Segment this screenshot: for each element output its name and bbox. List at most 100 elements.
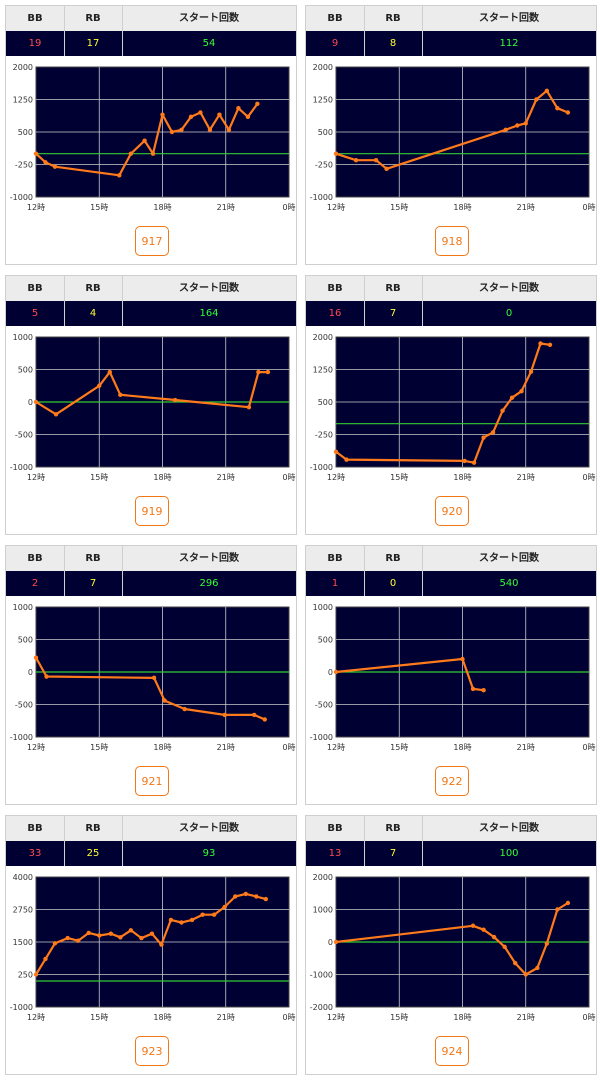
y-tick-label: 2000 <box>313 873 333 882</box>
machine-number-button[interactable]: 921 <box>135 766 169 796</box>
data-point <box>117 173 122 178</box>
bb-value: 19 <box>28 38 42 49</box>
y-tick-label: -1000 <box>310 733 333 742</box>
x-tick-label: 12時 <box>27 473 45 482</box>
data-point <box>462 458 467 464</box>
machine-number-button[interactable]: 923 <box>135 1036 169 1066</box>
x-tick-label: 15時 <box>90 743 108 752</box>
x-tick-label: 21時 <box>217 203 235 212</box>
bb-header: BB <box>327 283 343 294</box>
data-point <box>509 395 515 400</box>
machine-number-button[interactable]: 924 <box>435 1036 469 1066</box>
x-tick-label: 21時 <box>217 1013 235 1022</box>
x-tick-label: 12時 <box>327 743 345 752</box>
rb-value: 4 <box>89 308 97 319</box>
x-tick-label: 21時 <box>517 473 535 482</box>
start-count-header: スタート回数 <box>179 553 239 564</box>
data-point <box>255 101 260 107</box>
x-tick-label: 15時 <box>390 1013 408 1022</box>
x-tick-label: 21時 <box>517 203 535 212</box>
table-header: BB RB スタート回数 <box>306 546 596 572</box>
bb-value: 9 <box>331 38 339 49</box>
bb-value: 13 <box>328 848 342 859</box>
x-tick-label: 12時 <box>27 1013 45 1022</box>
data-point <box>470 686 476 692</box>
y-tick-label: 0 <box>28 668 33 677</box>
y-tick-label: 1000 <box>313 603 333 612</box>
x-tick-label: 15時 <box>90 473 108 482</box>
table-values: 13 7 100 <box>306 841 596 866</box>
data-point <box>555 105 560 111</box>
data-point <box>353 157 359 163</box>
machine-number-button[interactable]: 919 <box>135 496 169 526</box>
bb-value: 5 <box>31 308 39 319</box>
bb-header: BB <box>27 823 43 834</box>
start-count-value: 296 <box>199 578 219 589</box>
x-tick-label: 15時 <box>90 1013 108 1022</box>
data-point <box>97 933 102 938</box>
y-tick-label: -1000 <box>10 193 33 202</box>
table-header: BB RB スタート回数 <box>6 6 296 32</box>
machine-number-button[interactable]: 920 <box>435 496 469 526</box>
series-line <box>35 657 266 721</box>
data-point <box>188 114 194 120</box>
start-count-header: スタート回数 <box>479 13 539 24</box>
machine-number-button[interactable]: 922 <box>435 766 469 796</box>
y-tick-label: 2750 <box>13 906 33 915</box>
y-tick-label: 500 <box>18 128 33 137</box>
start-count-header: スタート回数 <box>479 283 539 294</box>
bb-header: BB <box>27 553 43 564</box>
x-tick-label: 18時 <box>453 473 471 482</box>
rb-header: RB <box>385 283 401 294</box>
data-point <box>43 160 48 165</box>
data-point <box>44 674 49 679</box>
data-point <box>460 656 465 662</box>
data-point <box>254 894 259 899</box>
data-point <box>179 127 184 133</box>
x-tick-label: 0時 <box>282 203 295 212</box>
table-values: 5 4 164 <box>6 301 296 326</box>
data-point <box>222 712 227 718</box>
bb-value: 1 <box>331 578 339 589</box>
x-tick-label: 12時 <box>27 743 45 752</box>
data-point <box>491 934 497 940</box>
data-point <box>226 127 232 133</box>
data-point <box>33 151 39 156</box>
x-tick-label: 18時 <box>153 1013 171 1022</box>
table-values: 2 7 296 <box>6 571 296 596</box>
machine-number-button[interactable]: 917 <box>135 226 169 256</box>
y-tick-label: 1500 <box>13 938 33 947</box>
x-tick-label: 18時 <box>153 743 171 752</box>
data-point <box>490 430 496 435</box>
y-tick-label: 1250 <box>313 96 333 105</box>
data-point <box>333 939 339 945</box>
table-header: BB RB スタート回数 <box>306 816 596 842</box>
x-tick-label: 18時 <box>453 743 471 752</box>
x-tick-label: 12時 <box>327 473 345 482</box>
data-point <box>471 460 477 465</box>
y-tick-label: -1000 <box>310 971 333 980</box>
y-tick-label: -250 <box>15 161 33 170</box>
data-point <box>179 920 184 925</box>
y-tick-label: -1000 <box>10 733 33 742</box>
machine-card: BB RB スタート回数 1 0 540 1000 500 0 -500 -1000 12… <box>305 545 597 805</box>
data-point <box>246 405 252 410</box>
y-tick-label: 2000 <box>13 63 33 72</box>
machine-card: BB RB スタート回数 9 8 112 2000 1250 500 -250 -100… <box>305 5 597 265</box>
rb-value: 0 <box>389 578 397 589</box>
start-count-header: スタート回数 <box>479 823 539 834</box>
table-header: BB RB スタート回数 <box>6 546 296 572</box>
data-point <box>128 928 134 933</box>
data-point <box>481 435 486 440</box>
machine-card: BB RB スタート回数 16 7 0 2000 1250 500 -250 -1000… <box>305 275 597 535</box>
data-point <box>217 112 222 117</box>
rb-value: 7 <box>389 308 397 319</box>
rb-header: RB <box>85 823 101 834</box>
machine-card: BB RB スタート回数 33 25 93 4000 2750 1500 250 -10… <box>5 815 297 1075</box>
data-point <box>373 157 379 163</box>
machine-number-button[interactable]: 918 <box>435 226 469 256</box>
y-tick-label: 500 <box>318 128 333 137</box>
y-tick-label: 0 <box>28 398 33 407</box>
